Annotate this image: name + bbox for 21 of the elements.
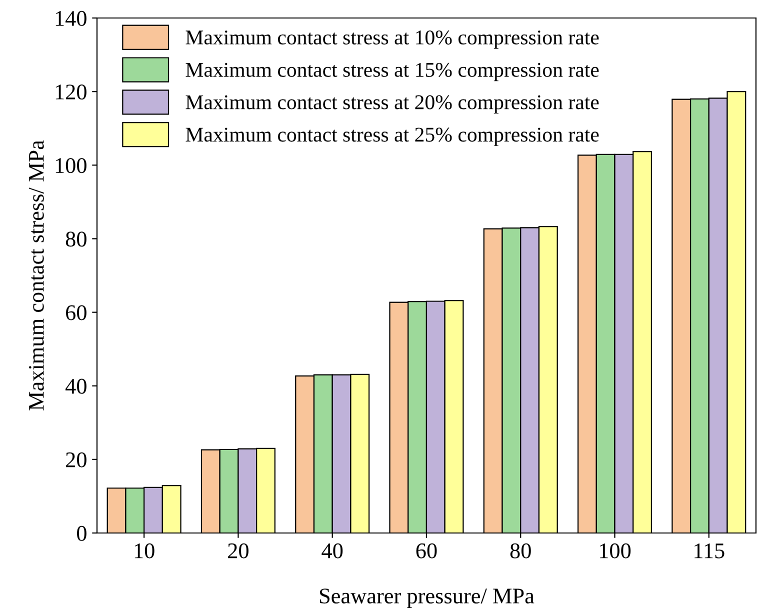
x-tick-label: 40 [322, 543, 343, 558]
y-axis-title: Maximum contact stress/ MPa [28, 140, 44, 410]
y-tick-label: 140 [56, 10, 86, 26]
y-tick-label: 120 [56, 84, 86, 100]
x-axis-title: Seawarer pressure/ MPa [320, 588, 534, 608]
y-tick-label: 0 [77, 526, 86, 541]
x-tick-label: 100 [600, 543, 631, 558]
x-tick-label: 115 [694, 543, 724, 558]
y-tick-label: 80 [66, 232, 86, 247]
y-tick-label: 40 [65, 378, 86, 394]
legend-label: Maximum contact stress at 10% compression rate [186, 30, 599, 49]
y-tick-label: 100 [56, 158, 86, 174]
y-tick-label: 20 [66, 452, 86, 468]
y-tick-label: 60 [66, 305, 86, 320]
x-tick-label: 20 [228, 543, 248, 558]
legend-label: Maximum contact stress at 15% compression rate [186, 62, 599, 82]
x-tick-label: 10 [134, 543, 154, 558]
legend-label: Maximum contact stress at 25% compression rate [186, 128, 599, 146]
legend-label: Maximum contact stress at 20% compression rate [186, 95, 599, 114]
x-tick-label: 80 [510, 543, 531, 558]
x-tick-label: 60 [416, 543, 437, 558]
